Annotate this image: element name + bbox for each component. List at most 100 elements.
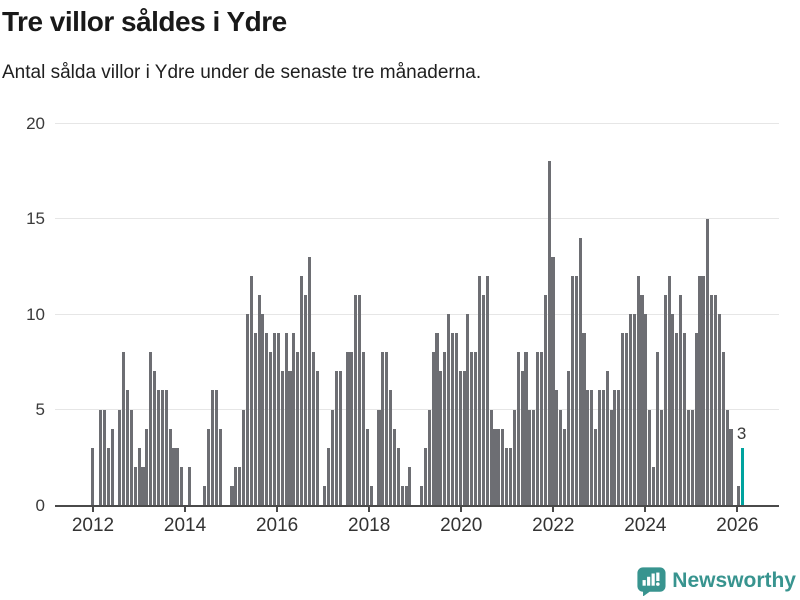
bar xyxy=(331,409,335,505)
bar xyxy=(276,333,280,505)
bar xyxy=(563,428,567,505)
bar xyxy=(211,390,215,505)
y-gridline xyxy=(55,218,779,219)
bar xyxy=(207,428,211,505)
bar xyxy=(408,466,412,505)
bar xyxy=(462,371,466,505)
y-gridline xyxy=(55,313,779,315)
bar xyxy=(694,333,698,505)
bar xyxy=(493,428,497,505)
bar xyxy=(303,294,308,505)
bar xyxy=(706,218,710,505)
bar xyxy=(350,352,354,505)
bar xyxy=(385,352,389,505)
bar xyxy=(300,275,304,505)
bar xyxy=(721,352,725,505)
bar xyxy=(122,352,126,505)
bar xyxy=(702,275,706,505)
bar xyxy=(176,447,180,505)
bar xyxy=(632,314,636,505)
bar xyxy=(218,428,222,505)
newsworthy-pin-icon xyxy=(637,567,666,596)
bar xyxy=(238,466,242,505)
bar xyxy=(284,333,288,505)
bar xyxy=(450,333,455,505)
x-axis-tick xyxy=(552,507,555,512)
bar xyxy=(435,333,439,505)
bar xyxy=(98,409,103,505)
bar xyxy=(214,390,219,505)
bar xyxy=(605,371,609,505)
bar xyxy=(257,294,261,505)
bar xyxy=(323,485,327,505)
x-axis-tick-label: 2016 xyxy=(255,515,299,536)
x-axis-tick-label: 2018 xyxy=(348,515,391,536)
bar xyxy=(528,409,532,505)
y-axis-tick-label: 15 xyxy=(26,209,45,228)
bar xyxy=(621,333,625,505)
bar xyxy=(369,485,373,505)
bar xyxy=(640,294,644,505)
bar xyxy=(508,447,513,505)
bar xyxy=(106,447,110,505)
bar xyxy=(338,371,342,505)
bar xyxy=(555,390,559,505)
bar xyxy=(501,428,505,505)
x-axis-tick xyxy=(460,507,463,512)
bar xyxy=(597,390,601,505)
bar xyxy=(520,371,524,505)
bar xyxy=(404,485,408,505)
bar xyxy=(187,466,191,505)
bar xyxy=(559,409,563,505)
y-axis-tick-label: 20 xyxy=(26,113,45,133)
x-axis-line xyxy=(55,505,779,507)
bar xyxy=(478,275,482,505)
newsworthy-logo-text: Newsworthy xyxy=(672,569,796,592)
bar xyxy=(590,390,594,505)
bar xyxy=(624,333,629,505)
bar xyxy=(164,390,168,505)
bar xyxy=(601,390,605,505)
y-gridline xyxy=(55,409,779,410)
x-axis-tick xyxy=(368,507,371,512)
bar xyxy=(489,409,493,505)
bar xyxy=(729,428,733,505)
bar xyxy=(423,447,427,505)
bar xyxy=(725,409,729,505)
last-value-label: 3 xyxy=(736,423,747,443)
chart-subtitle: Antal sålda villor i Ydre under de senas… xyxy=(2,62,482,83)
bar xyxy=(532,409,536,505)
x-axis-tick-label: 2026 xyxy=(716,515,759,536)
bar xyxy=(454,333,458,505)
bar xyxy=(334,371,338,505)
x-axis-tick-label: 2024 xyxy=(624,515,667,536)
bar xyxy=(543,294,547,505)
bar xyxy=(667,275,671,505)
bar xyxy=(512,409,516,505)
bar xyxy=(311,352,315,505)
bar xyxy=(269,352,273,505)
bar xyxy=(296,352,300,505)
bar xyxy=(261,314,265,505)
bar xyxy=(570,275,574,505)
bar xyxy=(447,314,451,505)
bar xyxy=(648,409,652,505)
bar xyxy=(663,294,667,505)
y-gridline xyxy=(55,122,779,124)
bar xyxy=(280,371,284,505)
bar xyxy=(628,314,632,505)
bar xyxy=(717,314,721,505)
bar xyxy=(547,161,551,505)
bar xyxy=(686,409,690,505)
bar xyxy=(365,428,369,505)
bar xyxy=(126,390,130,505)
bar xyxy=(439,371,443,505)
bar xyxy=(156,390,161,505)
bar xyxy=(737,485,741,505)
bar xyxy=(644,314,648,505)
bar xyxy=(713,294,718,505)
bar xyxy=(470,352,474,505)
bar xyxy=(172,447,176,505)
bar xyxy=(245,314,249,505)
